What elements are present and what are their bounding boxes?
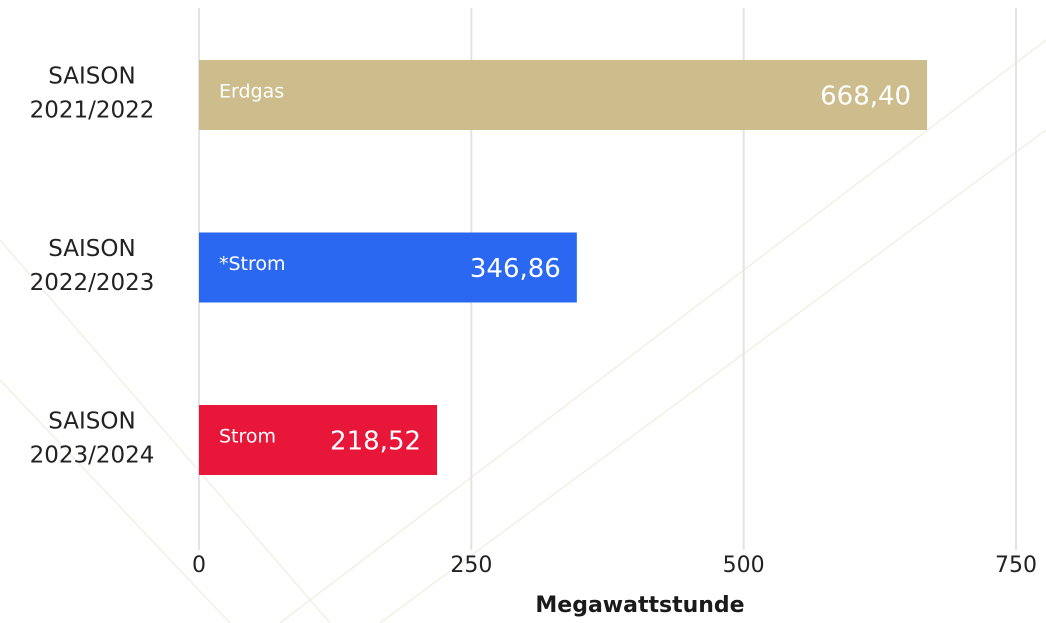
bar xyxy=(199,232,577,303)
x-tick-label: 0 xyxy=(192,553,206,578)
y-tick-label: 2021/2022 xyxy=(30,98,155,124)
value-label: 668,40 xyxy=(820,82,911,112)
x-tick-label: 250 xyxy=(450,553,492,578)
x-tick-label: 750 xyxy=(995,553,1037,578)
x-axis-title: Megawattstunde xyxy=(535,593,744,618)
y-tick-label: 2023/2024 xyxy=(30,443,155,469)
value-label: 218,52 xyxy=(330,427,421,457)
bar xyxy=(199,60,928,130)
y-tick-label: 2022/2023 xyxy=(30,270,155,296)
bar-label: Strom xyxy=(219,426,276,448)
bar-label: *Strom xyxy=(219,253,286,275)
y-tick-label: SAISON xyxy=(48,64,135,90)
background-decoration xyxy=(0,39,1046,623)
y-tick-label: SAISON xyxy=(48,236,135,262)
bar xyxy=(199,405,438,475)
bar-label: Erdgas xyxy=(219,81,284,103)
value-label: 346,86 xyxy=(470,254,561,284)
x-tick-label: 500 xyxy=(723,553,765,578)
y-tick-label: SAISON xyxy=(48,409,135,435)
